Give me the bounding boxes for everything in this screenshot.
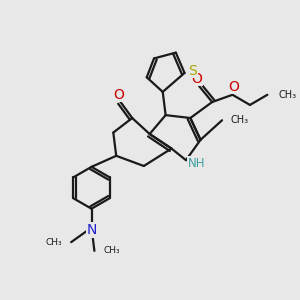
- Text: NH: NH: [188, 157, 205, 169]
- Text: CH₃: CH₃: [278, 90, 297, 100]
- Text: CH₃: CH₃: [45, 238, 62, 247]
- Text: O: O: [114, 88, 124, 102]
- Text: N: N: [86, 223, 97, 237]
- Text: S: S: [188, 64, 197, 78]
- Text: O: O: [191, 72, 202, 86]
- Text: CH₃: CH₃: [231, 115, 249, 125]
- Text: CH₃: CH₃: [104, 246, 120, 255]
- Text: O: O: [229, 80, 239, 94]
